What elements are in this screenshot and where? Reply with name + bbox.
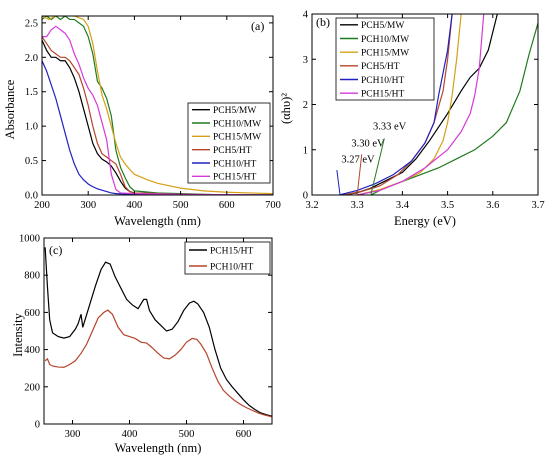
x-tick-label: 700 bbox=[265, 200, 281, 211]
x-tick-label: 3.6 bbox=[486, 200, 499, 211]
y-tick-label: 1 bbox=[303, 145, 308, 156]
x-axis-label: Wavelength (nm) bbox=[115, 441, 202, 455]
legend-label: PCH5/HT bbox=[361, 62, 400, 72]
legend-label: PCH5/MW bbox=[213, 106, 256, 116]
y-tick-label: 0 bbox=[303, 191, 308, 202]
legend-box bbox=[184, 241, 271, 275]
legend-label: PCH10/MW bbox=[213, 119, 261, 129]
legend: PCH5/MW PCH10/MW PCH15/MW PCH5/HT PCH10/HT PC… bbox=[187, 102, 271, 184]
legend-label: PCH5/MW bbox=[361, 21, 404, 31]
y-tick-label: 0.0 bbox=[25, 191, 38, 202]
chart-panel-c: 300 400 500 600 0 200 400 600 800 1000 Wavelength … bbox=[11, 234, 273, 455]
y-tick-label: 4 bbox=[303, 10, 309, 21]
y-tick-label: 0.5 bbox=[25, 156, 38, 167]
y-tick-label: 2 bbox=[303, 100, 308, 111]
y-tick-label: 1.0 bbox=[25, 122, 38, 133]
y-tick-label: 1000 bbox=[19, 234, 40, 245]
legend-label: PCH10/HT bbox=[213, 159, 256, 169]
y-axis-label: Absorbance bbox=[3, 79, 17, 139]
x-tick-label: 300 bbox=[65, 429, 81, 440]
legend-label: PCH15/HT bbox=[361, 89, 404, 99]
chart-panel-b: 3.2 3.3 3.4 3.5 3.6 3.7 0 1 2 3 4 Energy (eV) (αhυ)²… bbox=[279, 10, 545, 229]
x-axis-label: Wavelength (nm) bbox=[114, 214, 201, 228]
y-axis-label: Intensity bbox=[11, 312, 25, 356]
y-tick-label: 2.0 bbox=[25, 53, 38, 64]
y-tick-label: 1.5 bbox=[25, 87, 38, 98]
plot-frame bbox=[43, 237, 273, 425]
band-gap-pointer bbox=[356, 154, 363, 196]
legend-box bbox=[187, 102, 271, 184]
legend-label: PCH15/MW bbox=[361, 48, 409, 58]
band-gap-pointer bbox=[370, 138, 385, 196]
x-tick-label: 3.4 bbox=[396, 200, 410, 211]
x-tick-label: 200 bbox=[34, 200, 50, 211]
series-line-pch10-ht bbox=[338, 14, 453, 195]
series-line-pch10-mw bbox=[42, 16, 273, 195]
panel-label: (c) bbox=[49, 243, 62, 257]
legend-label: PCH10/HT bbox=[361, 76, 404, 86]
y-tick-label: 400 bbox=[24, 345, 40, 356]
band-gap-annotation: 3.30 eV bbox=[351, 139, 385, 150]
chart-panel-a: 200 300 400 500 600 700 0.0 0.5 1.0 1.5 2.0 2.5 Wave… bbox=[3, 15, 281, 228]
legend-label: PCH15/HT bbox=[210, 246, 253, 256]
x-tick-label: 3.7 bbox=[531, 200, 544, 211]
series-line-pch15-ht bbox=[42, 25, 273, 195]
plot-frame bbox=[41, 15, 274, 196]
y-tick-label: 200 bbox=[24, 382, 40, 393]
x-tick-label: 600 bbox=[219, 200, 235, 211]
band-gap-annotation: 3.33 eV bbox=[373, 121, 407, 132]
x-tick-label: 3.3 bbox=[351, 200, 364, 211]
legend: PCH15/HT PCH10/HT bbox=[184, 241, 271, 275]
panel-label: (b) bbox=[316, 15, 330, 29]
y-tick-label: 3 bbox=[303, 55, 308, 66]
legend-label: PCH5/HT bbox=[213, 146, 252, 156]
band-gap-annotation: 3.27 eV bbox=[341, 154, 375, 165]
x-tick-label: 3.5 bbox=[441, 200, 454, 211]
x-tick-label: 400 bbox=[122, 429, 138, 440]
y-tick-label: 800 bbox=[24, 271, 40, 282]
legend-label: PCH10/MW bbox=[361, 35, 409, 45]
y-axis-label: (αhυ)² bbox=[279, 93, 293, 124]
x-tick-label: 400 bbox=[127, 200, 143, 211]
band-gap-pointer bbox=[336, 170, 341, 196]
series-line-pch10-ht bbox=[44, 309, 272, 418]
x-axis-label: Energy (eV) bbox=[394, 214, 456, 228]
panel-label: (a) bbox=[251, 19, 264, 33]
legend-label: PCH15/HT bbox=[213, 173, 256, 183]
x-tick-label: 300 bbox=[80, 200, 96, 211]
legend-label: PCH15/MW bbox=[213, 133, 261, 143]
x-tick-label: 500 bbox=[179, 429, 195, 440]
x-tick-label: 500 bbox=[173, 200, 189, 211]
series-line-pch15-mw bbox=[42, 16, 273, 195]
y-tick-label: 600 bbox=[24, 308, 40, 319]
legend-box bbox=[335, 17, 435, 101]
series-line-pch10-ht bbox=[42, 60, 273, 195]
legend-label: PCH10/HT bbox=[210, 262, 253, 272]
series-line-pch15-ht bbox=[357, 14, 485, 195]
legend: PCH5/MW PCH10/MW PCH15/MW PCH5/HT PCH10/HT PC… bbox=[335, 17, 435, 101]
y-tick-label: 0 bbox=[35, 420, 40, 431]
x-tick-label: 3.2 bbox=[305, 200, 318, 211]
x-tick-label: 600 bbox=[236, 429, 252, 440]
series-line-pch15-ht bbox=[44, 247, 272, 417]
y-tick-label: 2.5 bbox=[25, 18, 38, 29]
